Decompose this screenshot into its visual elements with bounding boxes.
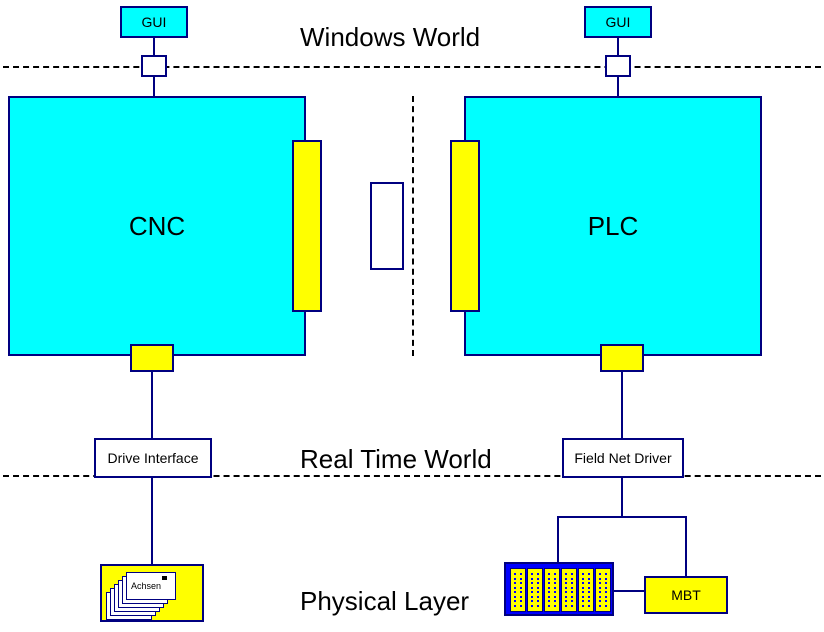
field-net-label: Field Net Driver: [574, 450, 671, 466]
gui-right-connector: [605, 55, 631, 77]
conn-io-mbt: [614, 590, 644, 592]
achsen-label: Achsen: [131, 581, 161, 591]
drive-interface-label: Drive Interface: [107, 450, 198, 466]
center-bridge: [370, 182, 404, 270]
gui-right-label: GUI: [606, 14, 631, 30]
conn-fieldnet-right: [685, 516, 687, 576]
conn-fieldnet-split: [557, 516, 685, 518]
io-slot: [544, 568, 560, 612]
conn-plc-fieldnet: [621, 372, 623, 438]
cnc-side-port: [292, 140, 322, 312]
conn-cnc-drive: [151, 372, 153, 438]
layer-title-physical: Physical Layer: [300, 586, 469, 617]
cnc-box: CNC: [8, 96, 306, 356]
plc-side-port: [450, 140, 480, 312]
io-slot: [527, 568, 543, 612]
io-slot: [595, 568, 611, 612]
divider-cnc-plc: [412, 96, 414, 356]
layer-title-windows: Windows World: [300, 22, 480, 53]
achsen-card-top: Achsen: [126, 572, 176, 600]
achsen-dot: [162, 576, 167, 580]
conn-drive-achsen: [151, 478, 153, 564]
gui-left-box: GUI: [120, 6, 188, 38]
field-net-box: Field Net Driver: [562, 438, 684, 478]
conn-fieldnet-left: [557, 516, 559, 562]
mbt-label: MBT: [671, 587, 701, 603]
gui-left-label: GUI: [142, 14, 167, 30]
gui-right-box: GUI: [584, 6, 652, 38]
io-slot: [510, 568, 526, 612]
plc-box: PLC: [464, 96, 762, 356]
cnc-label: CNC: [129, 211, 185, 242]
plc-label: PLC: [588, 211, 639, 242]
plc-bottom-port: [600, 344, 644, 372]
divider-windows-realtime: [3, 66, 821, 68]
conn-fieldnet-down: [621, 478, 623, 516]
layer-title-realtime: Real Time World: [300, 444, 492, 475]
mbt-box: MBT: [644, 576, 728, 614]
cnc-bottom-port: [130, 344, 174, 372]
gui-left-connector: [141, 55, 167, 77]
io-slot: [578, 568, 594, 612]
drive-interface-box: Drive Interface: [94, 438, 212, 478]
io-slot: [561, 568, 577, 612]
